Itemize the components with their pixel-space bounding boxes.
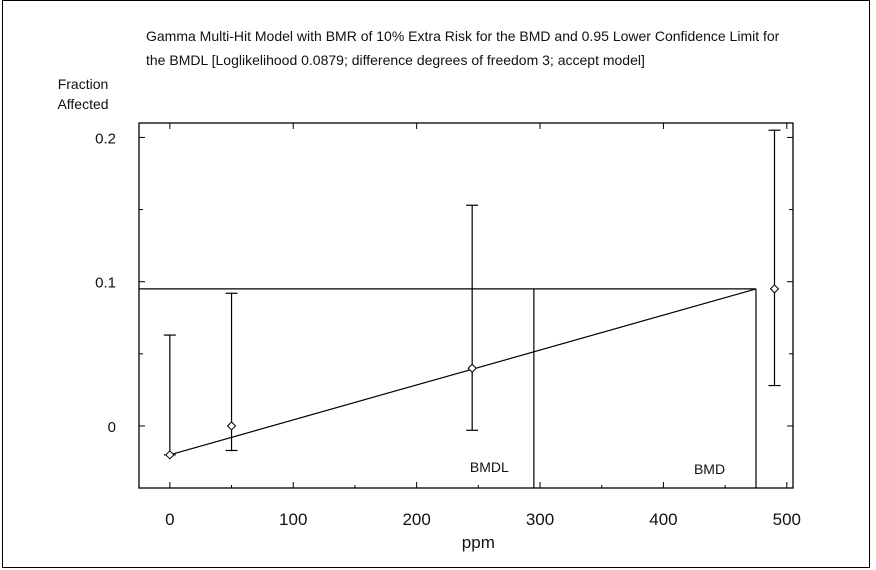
y-axis-label: Fraction Affected: [57, 76, 109, 112]
y-tick-label: 0.2: [95, 130, 116, 147]
x-tick-label: 200: [402, 510, 430, 529]
data-point: [467, 363, 477, 373]
data-point: [226, 421, 237, 431]
plot-area: [138, 122, 794, 489]
y-tick-label: 0: [108, 419, 116, 436]
x-tick-label: 500: [773, 510, 801, 529]
data-point: [769, 284, 780, 294]
x-tick-label: 100: [279, 510, 307, 529]
x-tick-label: 300: [526, 510, 554, 529]
y-tick-label: 0.1: [95, 275, 116, 292]
model-curve: [169, 288, 757, 456]
x-tick-label: 0: [165, 510, 174, 529]
bmd-annotation: BMD: [694, 461, 725, 477]
chart-title: Gamma Multi-Hit Model with BMR of 10% Ex…: [146, 28, 780, 68]
bmdl-annotation: BMDL: [470, 459, 509, 475]
x-tick-label: 400: [649, 510, 677, 529]
x-axis-label: ppm: [462, 533, 495, 552]
data-point: [165, 450, 175, 460]
